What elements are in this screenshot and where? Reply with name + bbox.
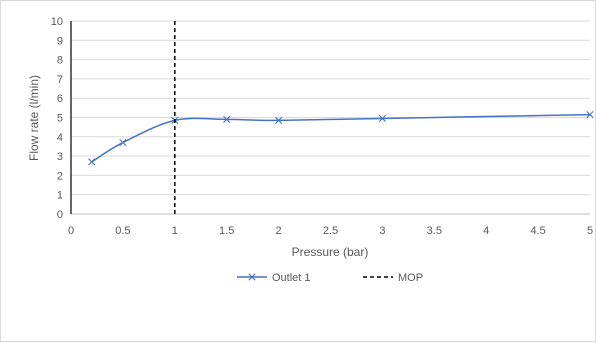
- series-outlet-1-line: [91, 113, 591, 163]
- x-tick-label: 2.5: [323, 225, 338, 237]
- y-tick-label: 9: [57, 35, 63, 47]
- y-tick-label: 3: [57, 151, 63, 163]
- x-tick-label: 4.5: [530, 225, 545, 237]
- y-tick-label: 10: [51, 16, 63, 28]
- data-point: [586, 111, 594, 119]
- y-tick-label: 5: [57, 113, 63, 125]
- data-point: [275, 116, 283, 124]
- y-tick-label: 8: [57, 55, 63, 67]
- y-axis-title: Flow rate (l/min): [27, 75, 41, 161]
- x-tick-label: 3.5: [427, 225, 442, 237]
- y-tick-label: 4: [57, 132, 63, 144]
- y-tick-label: 6: [57, 93, 63, 105]
- data-point: [378, 114, 386, 123]
- x-tick-label: 2: [276, 225, 282, 237]
- series-layer: [88, 21, 594, 214]
- axes: [70, 21, 590, 215]
- legend-item: MOP: [363, 272, 423, 284]
- x-tick-label: 3: [379, 225, 385, 237]
- legend-marker: [248, 273, 256, 281]
- y-tick-label: 0: [57, 209, 63, 221]
- legend-label: Outlet 1: [272, 272, 311, 284]
- legend: Outlet 1 MOP: [237, 272, 423, 284]
- y-tick-labels: 0 1 2 3 4 5 6 7 8 9 10: [51, 16, 63, 221]
- legend-label: MOP: [398, 272, 423, 284]
- data-point: [223, 115, 231, 124]
- data-point: [119, 139, 127, 147]
- grid-lines: [71, 20, 590, 196]
- x-tick-label: 0.5: [115, 225, 130, 237]
- x-tick-labels: 0 0.5 1 1.5 2 2.5 3 3.5 4 4.5 5: [68, 225, 593, 237]
- x-tick-label: 4: [483, 225, 489, 237]
- x-tick-label: 5: [587, 225, 593, 237]
- x-axis-title: Pressure (bar): [292, 245, 369, 259]
- data-point: [88, 158, 96, 166]
- y-tick-label: 2: [57, 170, 63, 182]
- x-tick-label: 0: [68, 225, 74, 237]
- x-tick-label: 1: [172, 225, 178, 237]
- y-tick-label: 1: [57, 190, 63, 202]
- legend-item: Outlet 1: [237, 272, 311, 284]
- x-tick-label: 1.5: [219, 225, 234, 237]
- y-tick-label: 7: [57, 74, 63, 86]
